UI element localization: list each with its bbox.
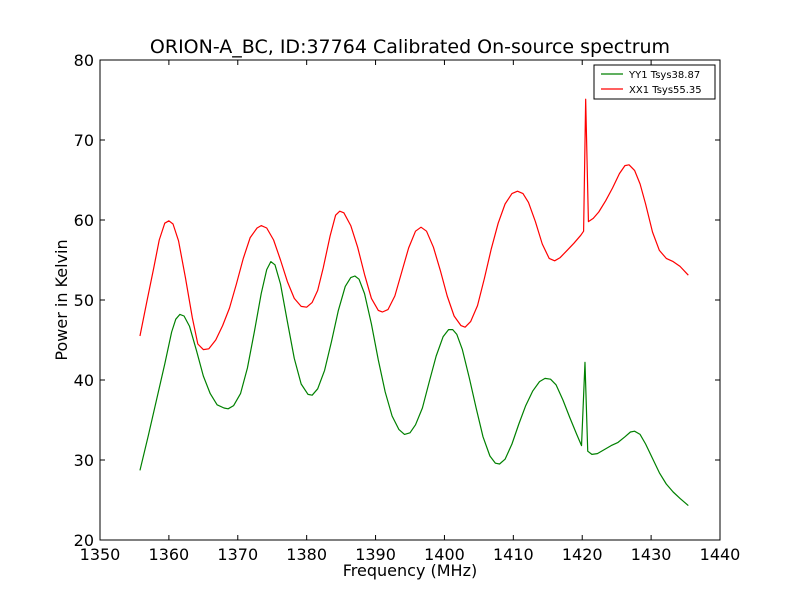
- y-tick-label: 80: [74, 51, 94, 70]
- y-ticks: 20 30 40 50 60 70 80: [74, 51, 720, 550]
- y-tick-label: 60: [74, 211, 94, 230]
- plot-frame: [99, 59, 721, 541]
- series-line-0: [139, 261, 689, 507]
- legend: YY1 Tsys38.87 XX1 Tsys55.35: [593, 64, 716, 100]
- x-tick-label: 1380: [286, 545, 327, 564]
- x-tick-label: 1370: [217, 545, 258, 564]
- legend-label-xx1: XX1 Tsys55.35: [629, 85, 702, 96]
- series-line-1: [139, 98, 689, 351]
- x-ticks: 1350 1360 1370 1380 1390 1400 1410 1420 1430 1440: [80, 60, 741, 564]
- y-axis-title: Power in Kelvin: [52, 239, 71, 360]
- x-tick-label: 1420: [562, 545, 603, 564]
- y-tick-label: 30: [74, 451, 94, 470]
- series-layer: [139, 98, 689, 507]
- x-axis-title: Frequency (MHz): [343, 561, 477, 580]
- legend-box: [593, 64, 716, 100]
- x-tick-label: 1360: [149, 545, 190, 564]
- x-tick-label: 1410: [493, 545, 534, 564]
- x-tick-label: 1440: [700, 545, 741, 564]
- plot-area: 1350 1360 1370 1380 1390 1400 1410 1420 1430 1440…: [74, 51, 741, 564]
- y-tick-label: 40: [74, 371, 94, 390]
- legend-label-yy1: YY1 Tsys38.87: [628, 70, 700, 81]
- chart-title: ORION-A_BC, ID:37764 Calibrated On-sourc…: [150, 36, 670, 58]
- y-tick-label: 20: [74, 531, 94, 550]
- y-tick-label: 70: [74, 131, 94, 150]
- x-tick-label: 1400: [424, 545, 465, 564]
- x-tick-label: 1430: [631, 545, 672, 564]
- x-tick-label: 1350: [80, 545, 121, 564]
- y-tick-label: 50: [74, 291, 94, 310]
- x-tick-label: 1390: [355, 545, 396, 564]
